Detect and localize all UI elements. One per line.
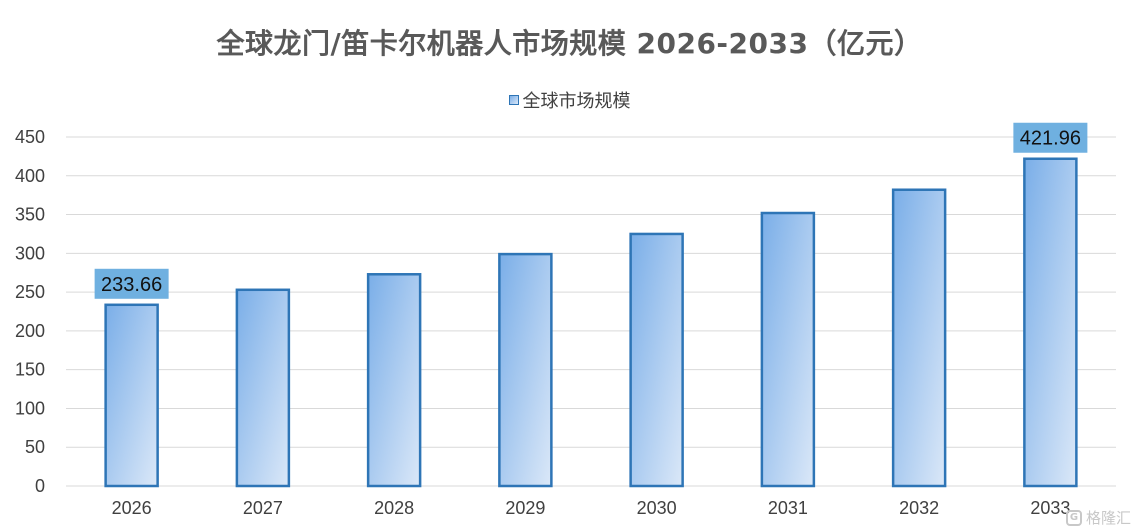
data-label-box bbox=[94, 268, 169, 299]
y-tick-label: 200 bbox=[15, 321, 45, 341]
data-label: 421.96 bbox=[1020, 128, 1081, 150]
y-tick-label: 450 bbox=[15, 127, 45, 147]
watermark-text: 格隆汇 bbox=[1085, 509, 1131, 527]
bar bbox=[1023, 157, 1078, 488]
chart-title: 全球龙门/笛卡尔机器人市场规模 2026-2033（亿元） bbox=[216, 27, 923, 60]
bar bbox=[629, 232, 684, 488]
bar bbox=[760, 211, 816, 488]
bar bbox=[235, 288, 291, 488]
y-tick-label: 0 bbox=[35, 476, 45, 496]
y-tick-label: 100 bbox=[15, 398, 45, 418]
x-tick-label: 2029 bbox=[505, 498, 545, 518]
x-tick-label: 2030 bbox=[637, 498, 677, 518]
y-tick-label: 350 bbox=[15, 205, 45, 225]
legend-swatch bbox=[508, 95, 519, 105]
legend: 全球市场规模 bbox=[0, 87, 1139, 113]
y-tick-label: 250 bbox=[15, 282, 45, 302]
bar bbox=[104, 303, 159, 488]
x-tick-label: 2032 bbox=[899, 498, 939, 518]
data-label-box bbox=[1013, 122, 1088, 153]
y-tick-label: 300 bbox=[15, 243, 45, 263]
watermark: G 格隆汇 bbox=[1065, 507, 1131, 528]
x-tick-label: 2033 bbox=[1030, 498, 1070, 518]
y-tick-label: 400 bbox=[15, 166, 45, 186]
x-tick-label: 2031 bbox=[768, 498, 808, 518]
gelonghui-logo-icon: G bbox=[1065, 509, 1082, 526]
bar bbox=[498, 252, 553, 488]
bar bbox=[891, 188, 947, 488]
x-tick-label: 2026 bbox=[112, 498, 152, 518]
data-label: 233.66 bbox=[101, 274, 162, 296]
bar bbox=[366, 273, 422, 488]
y-tick-label: 50 bbox=[25, 437, 45, 457]
x-tick-label: 2027 bbox=[243, 498, 283, 518]
y-tick-label: 150 bbox=[15, 360, 45, 380]
x-tick-label: 2028 bbox=[374, 498, 414, 518]
legend-label: 全球市场规模 bbox=[522, 91, 631, 112]
